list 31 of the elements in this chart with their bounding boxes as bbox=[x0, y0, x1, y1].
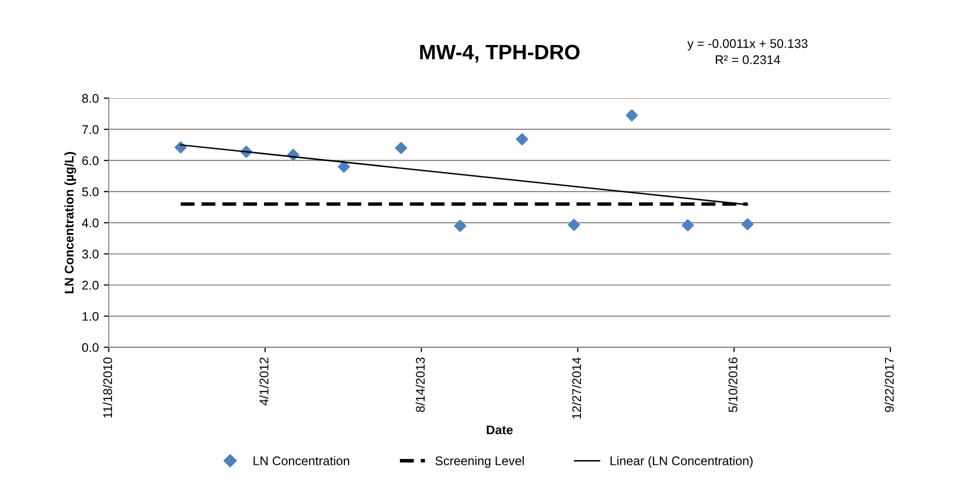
y-tick-label: 6.0 bbox=[82, 156, 99, 166]
chart-title: MW-4, TPH-DRO bbox=[420, 44, 580, 63]
x-axis-title: Date bbox=[486, 426, 513, 434]
y-tick-label: 7.0 bbox=[82, 125, 99, 134]
x-tick-label: 11/18/2010 bbox=[102, 357, 112, 418]
y-tick-label: 3.0 bbox=[82, 250, 99, 259]
y-axis-title: LN Concentration (µg/L) bbox=[64, 152, 76, 294]
x-tick-label: 12/27/2014 bbox=[572, 357, 582, 419]
point bbox=[568, 218, 580, 231]
legend-label: Screening Level bbox=[435, 456, 524, 468]
point bbox=[516, 133, 528, 146]
y-tick-label: 2.0 bbox=[82, 280, 99, 290]
x-tick-label: 9/22/2017 bbox=[884, 358, 894, 412]
point bbox=[338, 160, 350, 173]
legend-label: Linear (LN Concentration) bbox=[610, 456, 753, 468]
point bbox=[454, 220, 466, 232]
point bbox=[174, 141, 187, 154]
point bbox=[626, 109, 638, 122]
x-tick-label: 5/10/2016 bbox=[728, 358, 738, 412]
y-tick-label: 1.0 bbox=[82, 312, 99, 321]
x-tick-label: 4/1/2012 bbox=[259, 358, 268, 406]
legend-label: LN Concentration bbox=[254, 456, 350, 466]
text: y = -0.0011x + 50.133 R² = 0.2314 bbox=[687, 39, 808, 64]
y-tick-label: 5.0 bbox=[82, 187, 99, 196]
x-tick-label: 8/14/2013 bbox=[416, 358, 425, 412]
y-tick-label: 4.0 bbox=[82, 218, 99, 228]
y-tick-label: 8.0 bbox=[82, 94, 99, 103]
point bbox=[741, 218, 754, 230]
y-tick-label: 0.0 bbox=[82, 343, 99, 352]
point bbox=[682, 219, 694, 232]
point bbox=[395, 142, 408, 154]
